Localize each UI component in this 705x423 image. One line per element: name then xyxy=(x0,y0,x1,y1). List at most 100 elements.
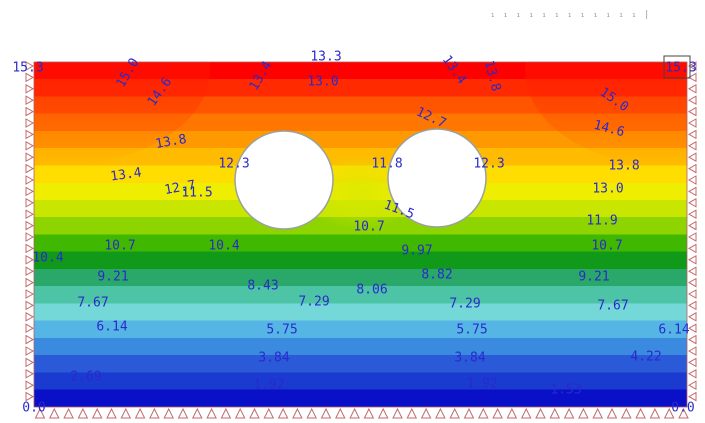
contour-label: 13.0 xyxy=(307,75,338,90)
support-marker xyxy=(687,106,697,117)
contour-label: 12.7 xyxy=(163,178,196,198)
contour-label: 5.75 xyxy=(456,323,487,338)
support-marker xyxy=(163,407,175,419)
contour-label: 10.7 xyxy=(104,239,135,254)
bottom-support-markers xyxy=(34,407,689,419)
support-marker xyxy=(687,152,697,163)
support-marker xyxy=(520,407,532,419)
support-marker xyxy=(277,407,289,419)
support-marker xyxy=(77,407,89,419)
support-marker xyxy=(678,407,689,419)
contour-label: 13.0 xyxy=(592,182,623,197)
support-marker xyxy=(506,407,518,419)
corner-node-marker xyxy=(663,55,691,79)
support-marker xyxy=(687,266,697,277)
hot-zone-left xyxy=(34,62,210,165)
contour-label: 10.7 xyxy=(591,239,622,254)
support-marker xyxy=(687,186,697,197)
support-marker xyxy=(25,300,35,311)
contour-label: 13.8 xyxy=(154,132,187,152)
contour-label: 7.29 xyxy=(449,297,480,312)
support-marker xyxy=(25,129,35,140)
support-marker xyxy=(549,407,561,419)
support-marker xyxy=(234,407,246,419)
contour-label: 9.21 xyxy=(97,270,128,285)
support-marker xyxy=(420,407,432,419)
contour-label: 13.3 xyxy=(310,50,341,65)
support-marker xyxy=(25,368,35,379)
support-marker xyxy=(435,407,446,419)
contour-label: 4.22 xyxy=(630,350,661,365)
support-marker xyxy=(406,407,418,419)
support-marker xyxy=(687,346,697,356)
support-marker xyxy=(25,357,35,368)
support-marker xyxy=(377,407,389,419)
contour-label: 10.4 xyxy=(32,251,63,266)
contour-label: 3.84 xyxy=(258,351,289,366)
support-marker xyxy=(25,95,35,106)
support-marker xyxy=(687,254,697,265)
contour-label: 0.0 xyxy=(671,401,694,416)
contour-label: 13.4 xyxy=(109,165,142,184)
contour-label: 12.3 xyxy=(218,157,249,172)
support-marker xyxy=(306,407,318,419)
support-marker xyxy=(687,129,697,140)
support-marker xyxy=(563,407,575,419)
support-marker xyxy=(25,72,35,83)
support-marker xyxy=(25,83,35,94)
support-marker xyxy=(25,209,35,220)
support-marker xyxy=(120,407,132,419)
support-marker xyxy=(25,163,35,174)
right-support-markers xyxy=(687,61,697,402)
support-marker xyxy=(578,407,589,419)
support-marker xyxy=(25,334,35,345)
contour-label: 7.67 xyxy=(77,296,108,311)
support-marker xyxy=(463,407,475,419)
support-marker xyxy=(687,163,697,174)
support-marker xyxy=(492,407,503,419)
contour-label: 2.69 xyxy=(70,370,101,385)
support-marker xyxy=(91,407,103,419)
support-marker xyxy=(25,232,35,242)
support-marker xyxy=(25,254,35,265)
support-marker xyxy=(191,407,203,419)
contour-label: 10.7 xyxy=(353,220,384,235)
support-marker xyxy=(687,220,697,231)
support-marker xyxy=(320,407,332,419)
support-marker xyxy=(687,311,697,322)
contour-label: 11.9 xyxy=(586,214,617,229)
support-marker xyxy=(134,407,146,419)
contour-label: 5.75 xyxy=(266,323,297,338)
support-marker xyxy=(25,391,35,402)
support-marker xyxy=(687,83,697,94)
support-marker xyxy=(687,300,697,311)
contour-label: 13.8 xyxy=(608,159,639,174)
support-marker xyxy=(25,186,35,197)
support-marker xyxy=(687,323,697,334)
contour-label: 15.3 xyxy=(12,61,43,76)
contour-label: 12.3 xyxy=(473,157,504,172)
support-marker xyxy=(663,407,675,419)
contour-label: 11.5 xyxy=(181,186,212,201)
support-marker xyxy=(34,407,46,419)
contour-label: 7.67 xyxy=(597,299,628,314)
support-marker xyxy=(25,311,35,322)
support-marker xyxy=(25,266,35,277)
support-marker xyxy=(25,243,35,254)
support-marker xyxy=(25,346,35,356)
support-marker xyxy=(687,277,697,288)
support-marker xyxy=(477,407,489,419)
contour-label: 1.53 xyxy=(550,383,581,398)
support-marker xyxy=(687,232,697,242)
support-marker xyxy=(25,61,35,71)
support-marker xyxy=(687,61,697,71)
support-marker xyxy=(334,407,346,419)
support-marker xyxy=(363,407,375,419)
support-marker xyxy=(687,368,697,379)
contour-label: 9.97 xyxy=(401,244,432,259)
support-marker xyxy=(687,243,697,254)
contour-label: 11.8 xyxy=(371,157,402,172)
support-marker xyxy=(25,106,35,117)
support-marker xyxy=(687,391,697,402)
